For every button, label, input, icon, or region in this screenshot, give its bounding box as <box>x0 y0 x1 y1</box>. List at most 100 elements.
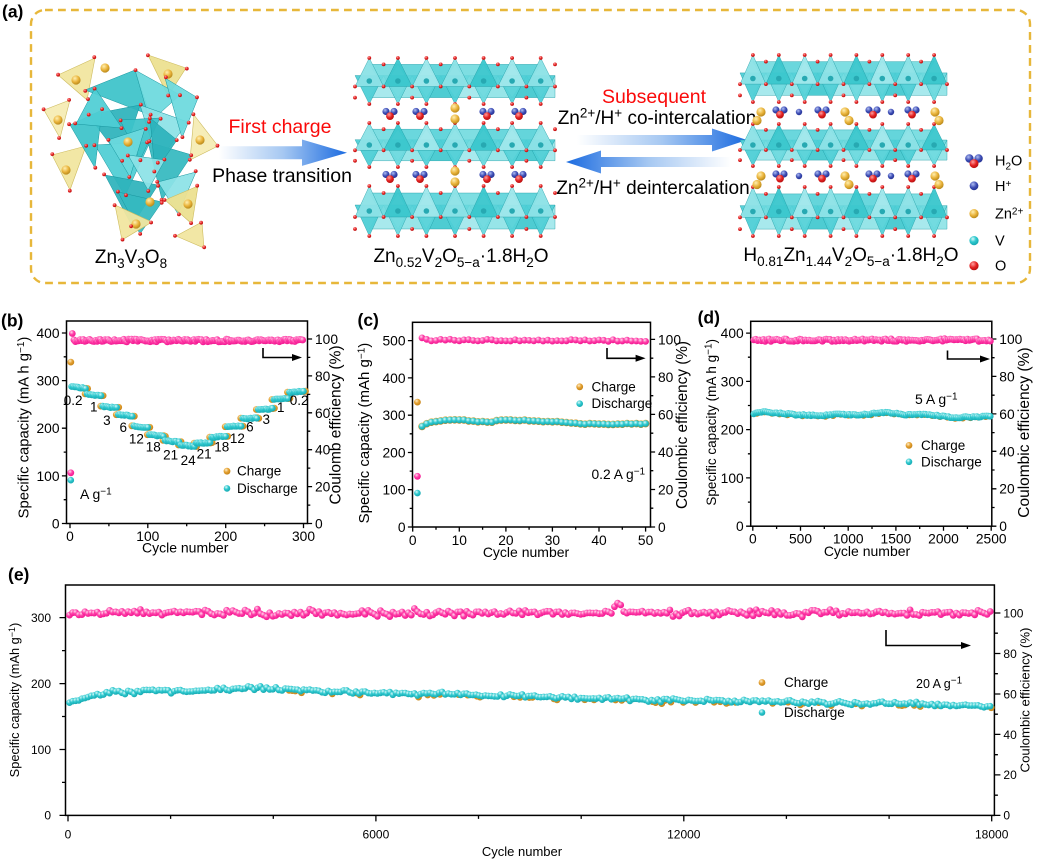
svg-text:Specific capacity (mA h g−1): Specific capacity (mA h g−1) <box>16 337 33 519</box>
svg-text:Discharge: Discharge <box>921 454 982 469</box>
svg-text:300: 300 <box>382 408 405 423</box>
svg-text:40: 40 <box>591 533 607 548</box>
svg-text:Charge: Charge <box>592 379 636 394</box>
svg-text:100: 100 <box>658 332 681 347</box>
svg-text:Coulombic efficiency (%): Coulombic efficiency (%) <box>1016 347 1033 517</box>
svg-text:12: 12 <box>129 432 144 447</box>
svg-text:Charge: Charge <box>237 464 281 479</box>
svg-text:100: 100 <box>315 332 338 347</box>
svg-text:50: 50 <box>638 533 654 548</box>
svg-text:20: 20 <box>658 482 674 497</box>
svg-text:0: 0 <box>658 520 666 535</box>
svg-text:0: 0 <box>999 519 1007 534</box>
svg-text:2500: 2500 <box>976 531 1007 546</box>
svg-text:0.2: 0.2 <box>290 393 309 408</box>
svg-text:12: 12 <box>230 431 245 446</box>
svg-text:21: 21 <box>163 447 178 462</box>
svg-text:0.2: 0.2 <box>64 393 83 408</box>
svg-text:80: 80 <box>315 369 331 384</box>
svg-text:60: 60 <box>1003 687 1017 701</box>
svg-text:Specific capacity (mAh g−1): Specific capacity (mAh g−1) <box>356 343 373 524</box>
svg-text:100: 100 <box>36 469 59 484</box>
svg-text:1: 1 <box>90 399 98 414</box>
svg-text:400: 400 <box>382 371 405 386</box>
svg-text:300: 300 <box>36 374 59 389</box>
svg-text:0: 0 <box>398 520 406 535</box>
svg-text:100: 100 <box>136 529 159 544</box>
svg-text:Specific capacity (mA h g−1): Specific capacity (mA h g−1) <box>704 339 720 506</box>
svg-text:300: 300 <box>292 529 315 544</box>
svg-text:400: 400 <box>36 326 59 341</box>
svg-text:Zn3V3O8: Zn3V3O8 <box>95 247 167 271</box>
svg-text:(a): (a) <box>2 2 23 22</box>
svg-text:V: V <box>995 234 1005 250</box>
svg-text:6: 6 <box>246 420 254 435</box>
svg-text:Cycle number: Cycle number <box>482 844 563 859</box>
svg-text:40: 40 <box>658 445 674 460</box>
svg-text:0: 0 <box>66 529 74 544</box>
svg-text:Discharge: Discharge <box>237 481 298 496</box>
svg-text:400: 400 <box>721 326 744 341</box>
svg-text:21: 21 <box>197 447 212 462</box>
svg-text:40: 40 <box>999 444 1015 459</box>
svg-text:Charge: Charge <box>784 675 828 690</box>
svg-text:(d): (d) <box>698 308 720 328</box>
svg-text:0: 0 <box>44 809 51 823</box>
svg-text:0.2 A g−1: 0.2 A g−1 <box>592 467 646 483</box>
svg-text:100: 100 <box>382 483 405 498</box>
svg-text:2000: 2000 <box>928 531 959 546</box>
svg-text:20: 20 <box>999 482 1015 497</box>
svg-text:First charge: First charge <box>229 116 332 138</box>
svg-text:60: 60 <box>999 407 1015 422</box>
svg-text:18: 18 <box>146 440 161 455</box>
svg-text:H0.81Zn1.44V2O5−a·1.8H2O: H0.81Zn1.44V2O5−a·1.8H2O <box>743 245 958 269</box>
svg-text:0: 0 <box>65 827 72 841</box>
svg-text:Zn0.52V2O5−a·1.8H2O: Zn0.52V2O5−a·1.8H2O <box>373 246 548 270</box>
svg-text:20: 20 <box>1003 768 1017 782</box>
svg-text:(b): (b) <box>1 311 23 331</box>
svg-text:24: 24 <box>181 453 197 468</box>
svg-text:0: 0 <box>52 517 60 532</box>
svg-text:10: 10 <box>452 533 468 548</box>
svg-text:80: 80 <box>658 370 674 385</box>
svg-text:O: O <box>995 259 1006 275</box>
svg-text:60: 60 <box>658 407 674 422</box>
svg-text:0: 0 <box>749 531 757 546</box>
svg-text:Discharge: Discharge <box>592 396 653 411</box>
svg-text:Coulombic efficiency (%): Coulombic efficiency (%) <box>1018 628 1033 773</box>
svg-text:100: 100 <box>999 332 1022 347</box>
svg-text:100: 100 <box>31 743 51 757</box>
svg-text:6: 6 <box>119 420 127 435</box>
svg-text:18000: 18000 <box>975 827 1009 841</box>
svg-text:Charge: Charge <box>921 438 965 453</box>
svg-text:300: 300 <box>721 374 744 389</box>
svg-text:40: 40 <box>315 443 331 458</box>
svg-text:200: 200 <box>721 423 744 438</box>
svg-text:40: 40 <box>1003 728 1017 742</box>
svg-text:500: 500 <box>382 334 405 349</box>
svg-text:1: 1 <box>277 400 285 415</box>
svg-text:200: 200 <box>36 421 59 436</box>
svg-text:6000: 6000 <box>363 827 390 841</box>
svg-text:30: 30 <box>545 533 561 548</box>
svg-text:100: 100 <box>1003 606 1023 620</box>
svg-text:80: 80 <box>1003 647 1017 661</box>
svg-text:200: 200 <box>31 677 51 691</box>
svg-text:1500: 1500 <box>881 531 912 546</box>
svg-text:Cycle number: Cycle number <box>483 544 570 560</box>
svg-text:1000: 1000 <box>833 531 864 546</box>
svg-text:60: 60 <box>315 406 331 421</box>
svg-text:300: 300 <box>31 611 51 625</box>
svg-text:0: 0 <box>409 533 417 548</box>
svg-text:Discharge: Discharge <box>784 705 845 720</box>
svg-text:500: 500 <box>789 531 812 546</box>
svg-text:H2O: H2O <box>995 154 1022 173</box>
svg-text:3: 3 <box>103 413 111 428</box>
svg-text:200: 200 <box>214 529 237 544</box>
svg-text:18: 18 <box>214 439 229 454</box>
svg-text:Cycle number: Cycle number <box>142 540 229 556</box>
svg-text:200: 200 <box>382 445 405 460</box>
svg-text:Zn2+/H+ deintercalation: Zn2+/H+ deintercalation <box>556 176 749 199</box>
svg-text:20: 20 <box>498 533 514 548</box>
svg-text:100: 100 <box>721 471 744 486</box>
